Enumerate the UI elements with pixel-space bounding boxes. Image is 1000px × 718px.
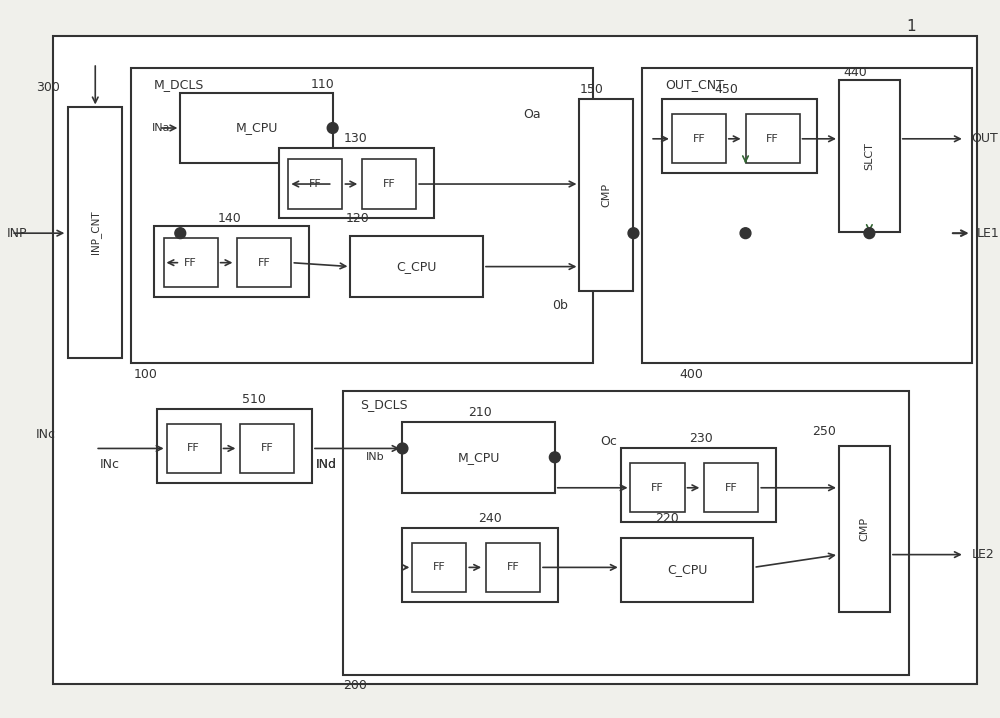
FancyBboxPatch shape	[343, 391, 909, 674]
Text: CMP: CMP	[859, 517, 869, 541]
Text: LE2: LE2	[972, 548, 994, 561]
FancyBboxPatch shape	[621, 449, 776, 522]
FancyBboxPatch shape	[630, 463, 685, 513]
FancyBboxPatch shape	[621, 538, 753, 602]
FancyBboxPatch shape	[672, 114, 726, 164]
Text: 1: 1	[906, 19, 915, 34]
Text: M_DCLS: M_DCLS	[154, 78, 204, 91]
Text: CMP: CMP	[601, 183, 611, 208]
Text: 240: 240	[478, 512, 502, 525]
Text: INP_CNT: INP_CNT	[90, 211, 101, 254]
Text: FF: FF	[309, 179, 322, 189]
Text: FF: FF	[433, 562, 446, 572]
Text: 220: 220	[655, 512, 679, 525]
Text: FF: FF	[383, 179, 396, 189]
Text: FF: FF	[725, 482, 738, 493]
Text: INc: INc	[100, 457, 120, 471]
FancyBboxPatch shape	[240, 424, 294, 473]
Text: 120: 120	[345, 212, 369, 225]
Text: M_CPU: M_CPU	[235, 121, 278, 134]
Circle shape	[740, 228, 751, 238]
FancyBboxPatch shape	[412, 543, 466, 592]
Text: INc: INc	[36, 428, 56, 441]
Text: INP: INP	[6, 227, 27, 240]
FancyBboxPatch shape	[402, 422, 555, 493]
FancyBboxPatch shape	[154, 226, 309, 297]
Text: SLCT: SLCT	[864, 142, 874, 170]
Text: FF: FF	[766, 134, 779, 144]
Text: FF: FF	[184, 258, 197, 268]
Text: 0b: 0b	[552, 299, 568, 312]
FancyBboxPatch shape	[131, 68, 593, 363]
Text: 130: 130	[343, 132, 367, 145]
Text: INa: INa	[152, 123, 170, 133]
FancyBboxPatch shape	[362, 159, 416, 209]
FancyBboxPatch shape	[288, 159, 342, 209]
Text: FF: FF	[187, 444, 200, 454]
Text: FF: FF	[692, 134, 705, 144]
Text: INd: INd	[315, 457, 336, 471]
Text: INb: INb	[366, 452, 385, 462]
Text: LE1: LE1	[977, 227, 999, 240]
Text: 450: 450	[714, 83, 738, 96]
Text: 110: 110	[311, 78, 335, 91]
FancyBboxPatch shape	[157, 409, 312, 483]
Text: 510: 510	[242, 393, 266, 406]
Text: 150: 150	[579, 83, 603, 96]
Text: FF: FF	[507, 562, 519, 572]
Text: 200: 200	[343, 679, 367, 692]
FancyBboxPatch shape	[350, 236, 483, 297]
FancyBboxPatch shape	[402, 528, 558, 602]
Text: C_CPU: C_CPU	[667, 564, 707, 577]
Text: Oa: Oa	[523, 108, 541, 121]
Circle shape	[327, 123, 338, 134]
FancyBboxPatch shape	[839, 447, 890, 612]
FancyBboxPatch shape	[279, 148, 434, 218]
Text: 210: 210	[468, 406, 492, 419]
FancyBboxPatch shape	[167, 424, 221, 473]
FancyBboxPatch shape	[237, 238, 291, 287]
Circle shape	[175, 228, 186, 238]
Text: OUT_CNT: OUT_CNT	[665, 78, 724, 91]
Text: INd: INd	[315, 457, 336, 471]
Text: 140: 140	[218, 212, 241, 225]
Circle shape	[397, 443, 408, 454]
Text: 250: 250	[812, 425, 836, 438]
FancyBboxPatch shape	[53, 36, 977, 684]
Text: 230: 230	[689, 432, 713, 445]
Text: 400: 400	[680, 368, 704, 381]
Text: FF: FF	[651, 482, 664, 493]
Text: 100: 100	[134, 368, 158, 381]
FancyBboxPatch shape	[486, 543, 540, 592]
Circle shape	[549, 452, 560, 462]
Text: 440: 440	[844, 67, 868, 80]
FancyBboxPatch shape	[704, 463, 758, 513]
Circle shape	[864, 228, 875, 238]
Text: FF: FF	[258, 258, 271, 268]
Circle shape	[628, 228, 639, 238]
FancyBboxPatch shape	[180, 93, 333, 164]
FancyBboxPatch shape	[579, 100, 633, 292]
Text: Oc: Oc	[600, 435, 617, 448]
FancyBboxPatch shape	[662, 100, 817, 173]
Text: C_CPU: C_CPU	[397, 260, 437, 273]
FancyBboxPatch shape	[164, 238, 218, 287]
FancyBboxPatch shape	[746, 114, 800, 164]
Text: 300: 300	[36, 81, 60, 94]
FancyBboxPatch shape	[642, 68, 972, 363]
Text: M_CPU: M_CPU	[457, 451, 500, 464]
Text: S_DCLS: S_DCLS	[360, 398, 408, 411]
FancyBboxPatch shape	[68, 108, 122, 358]
Text: OUT: OUT	[972, 132, 998, 145]
Text: FF: FF	[261, 444, 274, 454]
FancyBboxPatch shape	[839, 80, 900, 232]
